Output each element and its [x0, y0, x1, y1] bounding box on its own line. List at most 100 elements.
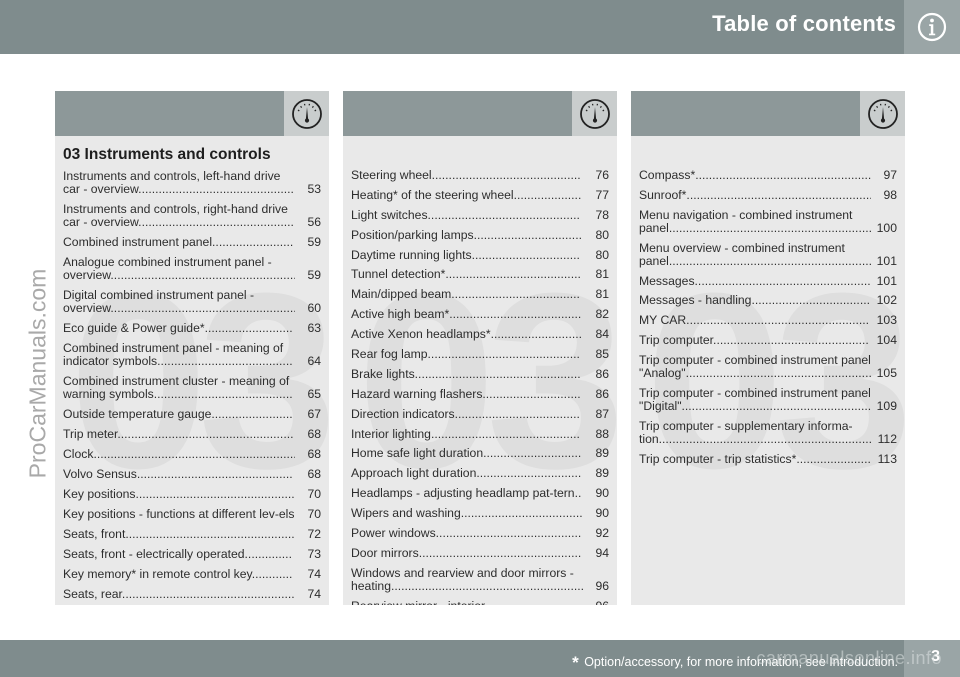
- toc-entry-title: Trip computer...........................…: [639, 334, 869, 348]
- toc-entry-page: 60: [307, 301, 321, 315]
- toc-entry[interactable]: Rear fog lamp...........................…: [351, 348, 609, 361]
- toc-entry[interactable]: Key memory* in remote control key.......…: [63, 568, 321, 581]
- toc-entry-page: 100: [876, 220, 897, 235]
- toc-entry-title: Home safe light duration................…: [351, 447, 582, 461]
- toc-entry-title: Active high beam*.......................…: [351, 308, 582, 322]
- toc-entry-page: 63: [307, 321, 321, 335]
- toc-entry-title: Key memory* in remote control key.......…: [63, 568, 293, 581]
- toc-entry-page: 80: [595, 247, 609, 262]
- toc-entry-page: 101: [876, 273, 897, 288]
- toc-entry[interactable]: Combined instrument cluster - meaning of…: [63, 375, 321, 401]
- toc-entry[interactable]: Approach light duration.................…: [351, 467, 609, 480]
- toc-entry[interactable]: Direction indicators....................…: [351, 407, 609, 421]
- header-bar: Table of contents: [0, 0, 960, 54]
- background-number: 03: [69, 241, 329, 520]
- gauge-icon: [291, 98, 322, 129]
- toc-entry[interactable]: Instruments and controls, right-hand dri…: [63, 203, 321, 229]
- gauge-icon-box: [860, 91, 905, 136]
- toc-entry-page: 84: [595, 327, 609, 342]
- toc-entry[interactable]: Trip computer - combined instrument pane…: [639, 387, 897, 413]
- toc-entry[interactable]: Power windows...........................…: [351, 527, 609, 540]
- toc-entry[interactable]: Key positions...........................…: [63, 488, 321, 501]
- toc-entry-page: 74: [307, 587, 321, 601]
- toc-entry[interactable]: Messages................................…: [639, 273, 897, 288]
- toc-entry-page: 67: [307, 407, 321, 421]
- toc-entry[interactable]: Seats, rear.............................…: [63, 588, 321, 601]
- toc-entry-page: 65: [307, 387, 321, 401]
- toc-entry[interactable]: Main/dipped beam........................…: [351, 288, 609, 301]
- toc-entry[interactable]: Compass*................................…: [639, 169, 897, 182]
- toc-entry-title: Trip computer - combined instrument pane…: [639, 387, 871, 414]
- toc-entry[interactable]: Key positions - functions at different l…: [63, 508, 321, 521]
- gauge-icon: [579, 98, 610, 129]
- toc-entry[interactable]: Light switches..........................…: [351, 208, 609, 222]
- toc-entry[interactable]: Door mirrors............................…: [351, 546, 609, 560]
- toc-entry-title: Windows and rearview and door mirrors - …: [351, 566, 583, 593]
- toc-entry[interactable]: Trip meter..............................…: [63, 428, 321, 441]
- toc-entry-title: Seats, front............................…: [63, 528, 295, 541]
- toc-entry[interactable]: Sunroof*................................…: [639, 188, 897, 202]
- toc-entry[interactable]: Seats, front............................…: [63, 528, 321, 541]
- toc-list: Instruments and controls, left-hand driv…: [63, 170, 321, 601]
- toc-entry-title: Instruments and controls, right-hand dri…: [63, 203, 294, 229]
- toc-column-2: 03 Steering wheel.......................…: [343, 91, 617, 605]
- toc-entry[interactable]: Menu navigation - combined instrument pa…: [639, 209, 897, 235]
- toc-entry[interactable]: Analogue combined instrument panel - ove…: [63, 256, 321, 282]
- toc-entry[interactable]: Digital combined instrument panel - over…: [63, 289, 321, 315]
- toc-entry[interactable]: Tunnel detection*.......................…: [351, 268, 609, 281]
- toc-entry-page: 101: [876, 253, 897, 268]
- toc-entry[interactable]: Home safe light duration................…: [351, 447, 609, 460]
- toc-entry[interactable]: MY CAR..................................…: [639, 314, 897, 327]
- toc-entry[interactable]: Heating* of the steering wheel..........…: [351, 188, 609, 202]
- background-number: 03: [357, 241, 617, 520]
- info-box: [904, 0, 960, 54]
- toc-column-1: 03 03 Instruments and controls Instrumen…: [55, 91, 329, 605]
- toc-entry[interactable]: Messages - handling.....................…: [639, 294, 897, 307]
- toc-entry[interactable]: Windows and rearview and door mirrors - …: [351, 567, 609, 593]
- toc-entry-title: Eco guide & Power guide*................…: [63, 322, 293, 335]
- toc-entry[interactable]: Trip computer...........................…: [639, 334, 897, 347]
- toc-entry[interactable]: Volvo Sensus............................…: [63, 468, 321, 481]
- toc-entry-title: Position/parking lamps..................…: [351, 228, 582, 242]
- toc-entry[interactable]: Position/parking lamps..................…: [351, 228, 609, 242]
- toc-entry-title: Clock...................................…: [63, 448, 295, 461]
- toc-entry[interactable]: Instruments and controls, left-hand driv…: [63, 170, 321, 196]
- toc-entry-page: 104: [876, 333, 897, 348]
- toc-entry-page: 86: [595, 386, 609, 401]
- toc-entry-page: 90: [595, 506, 609, 521]
- toc-entry-page: 76: [595, 168, 609, 182]
- toc-entry[interactable]: Trip computer - supplementary informa-ti…: [639, 420, 897, 446]
- toc-entry[interactable]: Active high beam*.......................…: [351, 308, 609, 321]
- toc-entry[interactable]: Active Xenon headlamps*.................…: [351, 328, 609, 341]
- footnote-star: *: [572, 653, 579, 672]
- toc-entry[interactable]: Interior lighting.......................…: [351, 427, 609, 441]
- toc-entry-page: 53: [307, 182, 321, 196]
- toc-entry-title: Menu navigation - combined instrument pa…: [639, 208, 871, 235]
- toc-entry[interactable]: Trip computer - trip statistics*........…: [639, 452, 897, 466]
- toc-entry[interactable]: Outside temperature gauge...............…: [63, 408, 321, 421]
- column-header: [343, 91, 617, 136]
- toc-entry[interactable]: Trip computer - combined instrument pane…: [639, 354, 897, 380]
- toc-entry-title: Trip computer - trip statistics*........…: [639, 452, 871, 466]
- toc-entry[interactable]: Eco guide & Power guide*................…: [63, 322, 321, 335]
- toc-entry[interactable]: Menu overview - combined instrument pane…: [639, 242, 897, 268]
- footnote-text: Option/accessory, for more information, …: [584, 655, 898, 669]
- toc-entry[interactable]: Wipers and washing......................…: [351, 507, 609, 520]
- toc-entry[interactable]: Rearview mirror - interior..............…: [351, 599, 609, 605]
- toc-entry-title: Main/dipped beam........................…: [351, 288, 580, 302]
- toc-entry[interactable]: Seats, front - electrically operated....…: [63, 548, 321, 561]
- toc-entry[interactable]: Daytime running lights..................…: [351, 247, 609, 262]
- toc-entry-page: 59: [307, 268, 321, 282]
- toc-entry[interactable]: Combined instrument panel - meaning of i…: [63, 342, 321, 368]
- toc-entry[interactable]: Clock...................................…: [63, 448, 321, 461]
- toc-entry[interactable]: Headlamps - adjusting headlamp pat-tern.…: [351, 487, 609, 500]
- toc-entry-title: Messages - handling.....................…: [639, 294, 870, 308]
- toc-entry[interactable]: Brake lights............................…: [351, 367, 609, 381]
- footer-bar: * Option/accessory, for more information…: [0, 640, 960, 677]
- toc-entry[interactable]: Combined instrument panel...............…: [63, 236, 321, 249]
- toc-entry-page: 81: [595, 267, 609, 282]
- column-header: [55, 91, 329, 136]
- toc-entry[interactable]: Hazard warning flashers.................…: [351, 386, 609, 401]
- toc-entry[interactable]: Steering wheel..........................…: [351, 169, 609, 182]
- page-title: Table of contents: [712, 11, 896, 36]
